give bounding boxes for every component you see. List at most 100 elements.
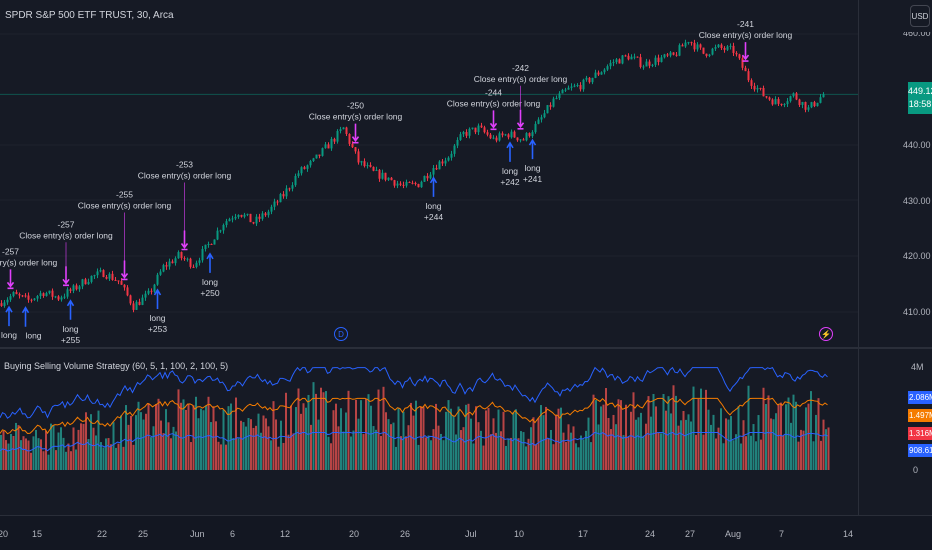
- candle: [432, 168, 435, 175]
- candle: [447, 157, 450, 161]
- candle: [774, 99, 777, 105]
- candle: [267, 211, 270, 216]
- volume-bar: [782, 435, 785, 470]
- volume-bar: [765, 404, 767, 470]
- candle: [474, 127, 477, 133]
- volume-bar: [720, 408, 722, 470]
- volume-bar: [120, 415, 122, 470]
- candle: [12, 292, 15, 297]
- candle: [567, 87, 570, 90]
- candle: [648, 61, 651, 66]
- candle: [237, 214, 240, 217]
- candle: [360, 161, 363, 163]
- volume-bar: [772, 419, 775, 470]
- candle: [384, 172, 387, 180]
- entry-pnl: +244: [424, 212, 443, 222]
- candle: [462, 132, 465, 135]
- volume-bar: [542, 415, 545, 470]
- volume-bar: [127, 424, 130, 470]
- volume-bar: [12, 435, 15, 470]
- candle: [672, 52, 675, 55]
- candle: [675, 54, 678, 56]
- candle: [783, 104, 786, 106]
- indicator-title[interactable]: Buying Selling Volume Strategy (60, 5, 1…: [4, 361, 229, 371]
- price-axis[interactable]: [858, 0, 932, 515]
- candle: [792, 93, 795, 97]
- time-axis[interactable]: [0, 515, 932, 550]
- candle: [339, 129, 342, 131]
- volume-bar: [110, 444, 112, 470]
- candle: [234, 216, 237, 219]
- volume-bar: [815, 414, 817, 470]
- candle: [96, 271, 99, 276]
- volume-bar: [405, 436, 407, 470]
- candle: [264, 213, 267, 216]
- candle: [741, 58, 744, 68]
- volume-bar: [250, 419, 252, 470]
- candle: [261, 213, 264, 219]
- volume-bar: [160, 420, 162, 470]
- candle: [174, 258, 177, 264]
- candle: [342, 127, 345, 130]
- volume-bar: [697, 398, 700, 470]
- candle: [600, 72, 603, 75]
- candle: [816, 102, 819, 107]
- candle: [678, 45, 681, 56]
- candle: [807, 107, 810, 110]
- candle: [315, 154, 318, 159]
- volume-bar: [215, 421, 217, 470]
- candle: [630, 56, 633, 60]
- dividend-marker[interactable]: D: [334, 327, 348, 341]
- candle: [597, 72, 600, 75]
- volume-bar: [612, 414, 615, 470]
- candle: [21, 295, 24, 297]
- candle: [333, 138, 336, 142]
- volume-bar: [597, 424, 600, 470]
- candle: [36, 296, 39, 299]
- volume-bar: [155, 404, 157, 470]
- chart-canvas[interactable]: long longlong+255long+253long+250long+244…: [0, 0, 858, 515]
- entry-arrow-icon: [506, 141, 514, 162]
- volume-bar: [610, 429, 612, 470]
- volume-bar: [357, 418, 360, 470]
- candle: [78, 286, 81, 290]
- volume-bar: [590, 442, 592, 470]
- volume-bar: [655, 406, 657, 470]
- candle: [618, 59, 621, 64]
- candle: [591, 77, 594, 83]
- volume-bar: [350, 436, 352, 470]
- candle: [558, 93, 561, 99]
- candle: [102, 270, 105, 277]
- candle: [222, 224, 225, 231]
- volume-bar: [760, 439, 762, 470]
- candle: [111, 273, 114, 280]
- candle: [210, 244, 213, 246]
- time-label: 14: [843, 529, 854, 539]
- volume-bar: [555, 414, 557, 470]
- time-label: 25: [138, 529, 149, 539]
- volume-bar: [340, 408, 342, 470]
- candle: [405, 181, 408, 186]
- candle: [81, 279, 84, 287]
- currency-button[interactable]: USD: [910, 5, 930, 27]
- volume-bar: [550, 429, 552, 470]
- time-label: 26: [400, 529, 411, 539]
- volume-bar: [810, 391, 812, 470]
- candle: [720, 44, 723, 49]
- earnings-marker[interactable]: ⚡: [819, 327, 833, 341]
- volume-bar: [497, 409, 500, 470]
- volume-bar: [525, 446, 527, 470]
- candle: [186, 258, 189, 260]
- volume-bar: [450, 408, 452, 470]
- volume-bar: [702, 434, 705, 470]
- candle: [762, 88, 765, 97]
- volume-bar: [485, 410, 487, 470]
- candle: [468, 128, 471, 136]
- candle: [276, 201, 279, 203]
- candle: [258, 216, 261, 219]
- pane-separator[interactable]: [0, 347, 932, 349]
- volume-bar: [722, 443, 725, 470]
- candle: [609, 62, 612, 67]
- volume-bar: [275, 419, 277, 470]
- entry-arrow-icon: [206, 252, 214, 273]
